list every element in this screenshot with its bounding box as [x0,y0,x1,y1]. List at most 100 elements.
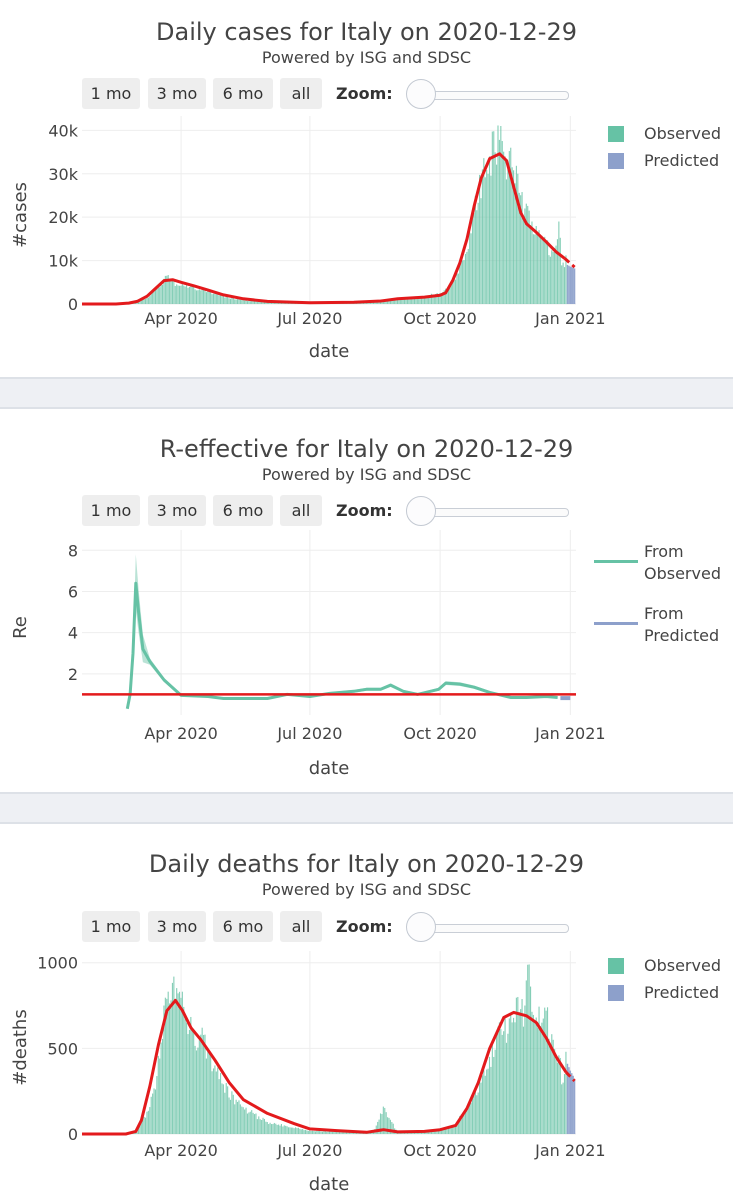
cases-observed-bar [497,125,499,304]
deaths-observed-bar [513,1017,515,1134]
deaths-predicted-line [565,1071,576,1082]
deaths-observed-bar [481,1075,483,1134]
cases-observed-bar [197,290,199,304]
deaths-fit-line [82,998,568,1136]
cases-observed-bar [501,141,503,304]
re-legend-observed[interactable]: From Observed [644,542,721,583]
cases-observed-bar [259,301,261,304]
deaths-observed-bar [483,1070,485,1134]
cases-observed-bar [183,285,185,304]
deaths-range-all-button[interactable]: all [280,911,322,942]
deaths-observed-bar [225,1083,227,1134]
re-legend-predicted[interactable]: From Predicted [644,604,720,645]
cases-panel: Daily cases for Italy on 2020-12-29 Powe… [0,0,733,377]
deaths-observed-bar [139,1124,141,1134]
re-zoom-slider-handle[interactable] [406,496,436,526]
cases-observed-bar [464,253,467,304]
deaths-observed-bar [319,1131,321,1134]
cases-observed-bar [517,173,519,304]
re-subtitle: Powered by ISG and SDSC [261,465,472,484]
deaths-observed-bar [292,1127,294,1134]
deaths-range-6mo-button[interactable]: 6 mo [213,911,273,942]
cases-observed-bar [221,296,223,304]
deaths-observed-bar [379,1113,382,1134]
cases-observed-bar [166,275,168,304]
deaths-observed-bar [299,1128,301,1134]
re-range-6mo-button[interactable]: 6 mo [213,495,273,526]
cases-observed-bar [152,292,154,304]
deaths-observed-bar [494,1049,496,1134]
cases-observed-bar [505,179,508,304]
deaths-observed-bar [532,1014,534,1134]
cases-observed-bar [381,300,383,304]
cases-observed-bar [433,295,435,304]
cases-observed-bar [246,301,249,304]
deaths-observed-bar [283,1125,285,1134]
re-range-3mo-button[interactable]: 3 mo [148,495,206,526]
cases-observed-bar [487,173,489,304]
deaths-observed-bar [268,1124,270,1134]
deaths-observed-bar [544,1007,546,1134]
re-range-all-button[interactable]: all [280,495,322,526]
deaths-observed-bar [561,1084,563,1134]
deaths-observed-bar [304,1129,307,1134]
deaths-chart[interactable]: 0 500 1000 Apr 2020 Jul 2020 Oct 2020 Jan 2021… [0,824,733,1200]
cases-legend-predicted[interactable]: Predicted [644,151,720,170]
cases-observed-bar [210,291,212,304]
cases-subtitle: Powered by ISG and SDSC [261,48,472,67]
deaths-observed-bar [476,1095,478,1134]
cases-legend-observed[interactable]: Observed [644,124,721,143]
cases-range-1mo-button[interactable]: 1 mo [82,78,140,109]
cases-range-6mo-button[interactable]: 6 mo [213,78,273,109]
cases-observed-bar [406,298,408,304]
cases-observed-bar [459,265,461,304]
deaths-y-tick-label: 1000 [37,954,78,973]
cases-observed-bar [399,297,401,304]
deaths-observed-bar [497,1026,499,1134]
deaths-observed-bar [231,1091,233,1134]
cases-predicted-bar [572,267,574,304]
re-chart[interactable]: 2 4 6 8 Apr 2020 Jul 2020 Oct 2020 Jan 2021 date… [0,409,733,792]
deaths-observed-bar [303,1130,305,1134]
re-x-axis-title: date [309,758,350,779]
deaths-observed-bar [429,1130,431,1134]
cases-observed-bar [422,296,424,304]
deaths-legend-observed[interactable]: Observed [644,956,721,975]
cases-observed-bar [203,288,205,304]
cases-observed-bar [245,300,247,304]
cases-observed-bar [225,296,227,304]
cases-observed-bar [229,298,232,304]
deaths-observed-bar [290,1127,292,1134]
cases-observed-bar [276,302,278,304]
deaths-observed-bar [227,1086,229,1134]
deaths-observed-bar [224,1092,226,1134]
cases-chart[interactable]: 0 10k 20k 30k 40k Apr 2020 Jul 2020 Oct 2020 Jan… [0,0,733,377]
cases-observed-bar [258,301,260,304]
re-range-1mo-button[interactable]: 1 mo [82,495,140,526]
deaths-zoom-slider-handle[interactable] [406,912,436,942]
deaths-x-tick-label: Jul 2020 [276,1141,342,1160]
deaths-observed-bar [137,1127,140,1134]
cases-observed-bar [388,299,390,304]
cases-zoom-slider-handle[interactable] [406,79,436,109]
cases-range-3mo-button[interactable]: 3 mo [148,78,206,109]
cases-observed-bar [385,299,387,304]
deaths-observed-bar [256,1119,258,1134]
deaths-observed-bar [528,964,530,1134]
deaths-observed-bar [555,1059,557,1134]
cases-observed-bar [515,165,517,304]
cases-range-all-button[interactable]: all [280,78,322,109]
deaths-range-1mo-button[interactable]: 1 mo [82,911,140,942]
re-x-tick-label: Apr 2020 [144,724,217,743]
deaths-legend-predicted[interactable]: Predicted [644,983,720,1002]
deaths-observed-bar [466,1108,468,1134]
cases-observed-bar [498,139,500,304]
deaths-observed-bar [343,1132,345,1134]
deaths-observed-bar [282,1126,284,1134]
deaths-observed-bar [447,1128,450,1134]
cases-observed-bar [167,275,169,304]
cases-observed-bar [532,234,534,304]
deaths-range-3mo-button[interactable]: 3 mo [148,911,206,942]
deaths-observed-bar [333,1131,335,1134]
cases-observed-bar [137,300,140,304]
